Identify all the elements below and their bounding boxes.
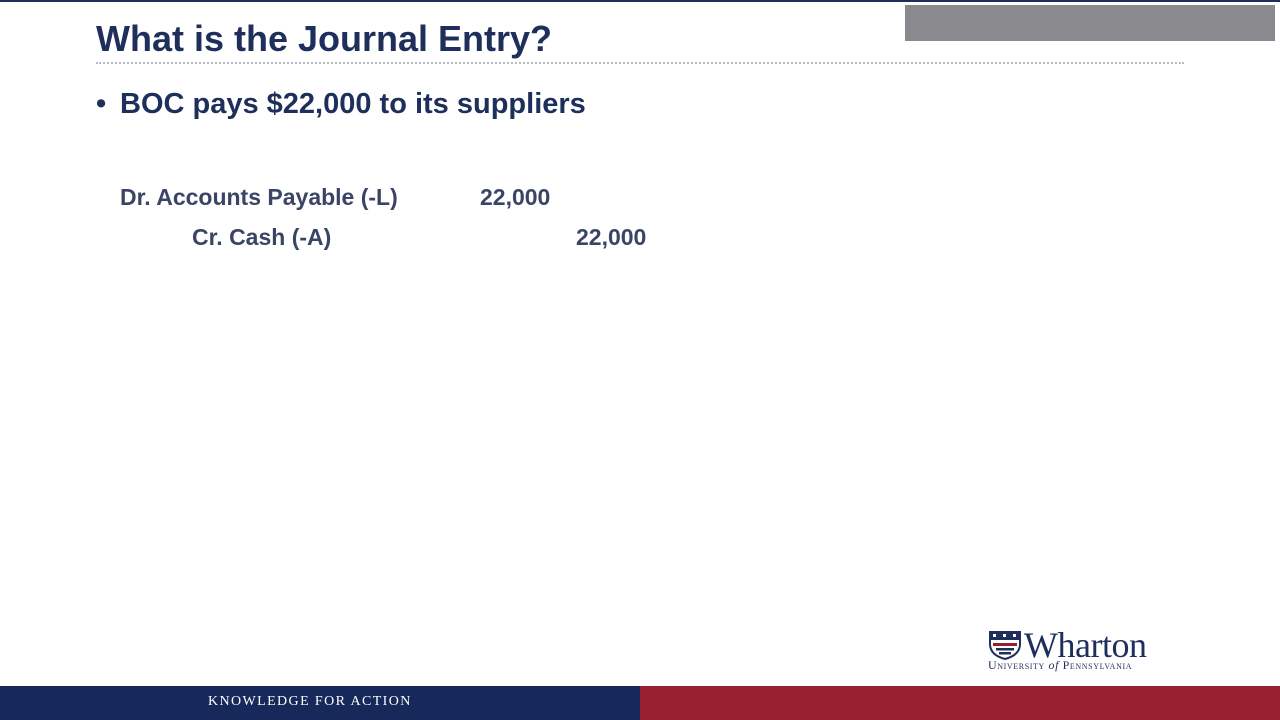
slide-title: What is the Journal Entry?	[96, 18, 553, 59]
credit-account: Cr. Cash (-A)	[192, 224, 332, 250]
footer-red-band	[640, 686, 1280, 720]
logo-subtitle: University of Pennsylvania	[988, 658, 1132, 673]
wharton-logo: Wharton University of Pennsylvania	[988, 625, 1193, 673]
credit-amount: 22,000	[576, 224, 647, 250]
top-rule	[0, 0, 1280, 2]
penn-shield-icon	[989, 631, 1021, 660]
bullet-marker: •	[96, 88, 107, 120]
logo-subtitle-of: of	[1048, 658, 1060, 672]
header-gray-bar	[905, 5, 1275, 41]
logo-wordmark: Wharton	[1024, 625, 1147, 665]
footer-tagline: KNOWLEDGE FOR ACTION	[208, 694, 412, 709]
logo-subtitle-pennsylvania: Pennsylvania	[1059, 658, 1133, 672]
debit-account: Dr. Accounts Payable (-L)	[120, 184, 398, 210]
debit-amount: 22,000	[480, 184, 551, 210]
title-divider	[96, 62, 1184, 64]
logo-subtitle-university: University	[988, 658, 1049, 672]
footer-blue-band: KNOWLEDGE FOR ACTION	[0, 686, 640, 720]
bullet-text: BOC pays $22,000 to its suppliers	[120, 88, 586, 120]
